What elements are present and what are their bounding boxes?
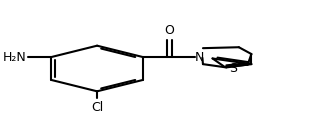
- Text: N: N: [195, 51, 204, 64]
- Text: H₂N: H₂N: [3, 51, 27, 64]
- Text: S: S: [229, 62, 237, 75]
- Text: Cl: Cl: [91, 101, 103, 114]
- Text: O: O: [165, 24, 174, 37]
